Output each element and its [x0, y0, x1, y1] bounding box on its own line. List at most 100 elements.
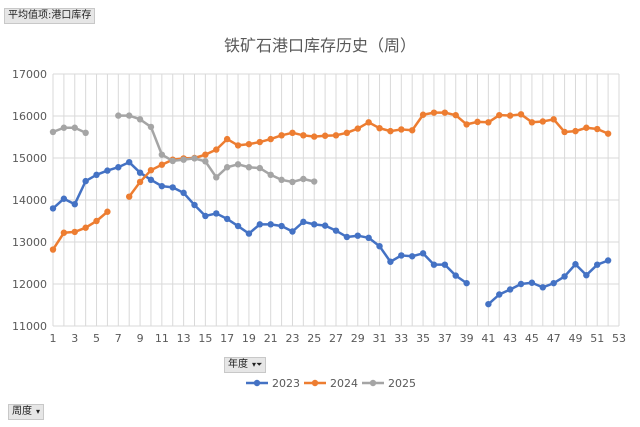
x-tick-label: 49 [568, 332, 582, 345]
data-point-2025 [125, 112, 133, 119]
chevron-down-icon: ▾ [36, 407, 41, 416]
data-point-2023 [496, 291, 503, 298]
data-point-2024 [289, 129, 296, 136]
data-point-2024 [419, 111, 427, 118]
data-point-2023 [213, 210, 220, 217]
data-point-2023 [278, 222, 285, 230]
y-tick-label: 12000 [12, 278, 47, 291]
data-point-2023 [104, 167, 111, 174]
data-point-2024 [528, 119, 536, 126]
data-point-2023 [594, 261, 601, 268]
year-filter-label: 年度 [228, 359, 248, 370]
y-tick-label: 13000 [12, 236, 47, 249]
data-point-2023 [223, 215, 231, 223]
data-point-2024 [430, 109, 438, 116]
data-point-2023 [169, 184, 176, 191]
data-point-2025 [169, 157, 176, 165]
data-point-2023 [583, 271, 590, 279]
data-point-2024 [49, 246, 57, 253]
series-layer [49, 109, 612, 308]
week-field-button[interactable]: 周度 ▾ [8, 404, 45, 420]
data-point-2023 [93, 171, 100, 178]
data-point-2023 [398, 252, 405, 259]
data-point-2024 [300, 132, 307, 139]
x-tick-label: 41 [481, 332, 495, 345]
x-tick-label: 47 [547, 332, 561, 345]
series-2025 [49, 112, 318, 186]
data-point-2023 [376, 243, 383, 250]
data-point-2023 [441, 261, 449, 268]
data-point-2024 [332, 132, 340, 139]
data-point-2023 [354, 232, 361, 239]
data-point-2024 [583, 124, 590, 131]
legend-label-2025: 2025 [388, 377, 416, 390]
x-tick-label: 37 [438, 332, 452, 345]
data-point-2023 [452, 272, 459, 279]
data-point-2023 [485, 300, 492, 308]
data-point-2024 [485, 119, 492, 126]
data-point-2024 [463, 121, 470, 128]
series-line-2025 [52, 126, 87, 134]
data-point-2024 [343, 129, 351, 136]
data-point-2024 [539, 118, 547, 125]
x-tick-label: 33 [394, 332, 408, 345]
data-point-2023 [158, 182, 166, 190]
data-point-2024 [354, 125, 361, 132]
chart-title: 铁矿石港口库存历史（周） [224, 36, 416, 55]
legend-marker-2023 [253, 379, 261, 387]
y-tick-label: 16000 [12, 110, 47, 123]
data-point-2023 [256, 221, 264, 228]
legend-marker-2025 [369, 379, 377, 387]
data-point-2023 [517, 280, 525, 288]
data-point-2023 [343, 233, 351, 241]
data-point-2025 [213, 174, 220, 181]
x-tick-label: 23 [285, 332, 299, 345]
data-point-2023 [136, 169, 144, 176]
data-point-2023 [267, 221, 274, 228]
data-point-2024 [82, 224, 89, 231]
data-point-2023 [115, 164, 122, 171]
data-point-2023 [387, 258, 394, 265]
data-point-2024 [376, 124, 383, 132]
year-filter-button[interactable]: 年度 ▾⏷ [224, 357, 267, 373]
data-point-2025 [300, 175, 307, 183]
data-point-2025 [147, 123, 155, 131]
data-point-2025 [49, 128, 57, 136]
data-point-2023 [365, 234, 372, 241]
data-point-2024 [256, 138, 264, 146]
data-point-2023 [419, 250, 427, 257]
data-point-2024 [93, 217, 100, 225]
data-point-2024 [561, 128, 568, 136]
data-point-2024 [213, 146, 220, 153]
data-point-2024 [158, 161, 166, 168]
data-point-2024 [496, 111, 503, 119]
data-point-2023 [180, 189, 187, 197]
data-point-2025 [191, 155, 198, 162]
legend-label-2024: 2024 [330, 377, 358, 390]
data-point-2024 [71, 228, 78, 236]
data-point-2023 [191, 201, 198, 209]
series-2024 [49, 109, 612, 253]
data-point-2024 [245, 140, 253, 148]
data-point-2025 [115, 112, 122, 119]
data-point-2023 [332, 227, 340, 234]
data-point-2023 [550, 279, 557, 287]
value-field-button[interactable]: 平均值项:港口库存 [4, 8, 96, 24]
data-point-2024 [147, 166, 155, 174]
data-point-2023 [321, 222, 329, 229]
data-point-2023 [408, 253, 416, 260]
x-tick-label: 19 [242, 332, 256, 345]
data-point-2023 [289, 228, 296, 235]
data-point-2023 [604, 257, 612, 264]
data-point-2023 [147, 176, 155, 184]
data-point-2024 [202, 151, 209, 158]
x-tick-label: 29 [351, 332, 365, 345]
data-point-2024 [234, 142, 242, 149]
value-field-label: 平均值项:港口库存 [8, 10, 92, 21]
y-tick-label: 14000 [12, 194, 47, 207]
data-point-2023 [49, 205, 57, 212]
x-tick-label: 17 [220, 332, 234, 345]
data-point-2024 [311, 133, 318, 140]
data-point-2024 [594, 125, 601, 133]
